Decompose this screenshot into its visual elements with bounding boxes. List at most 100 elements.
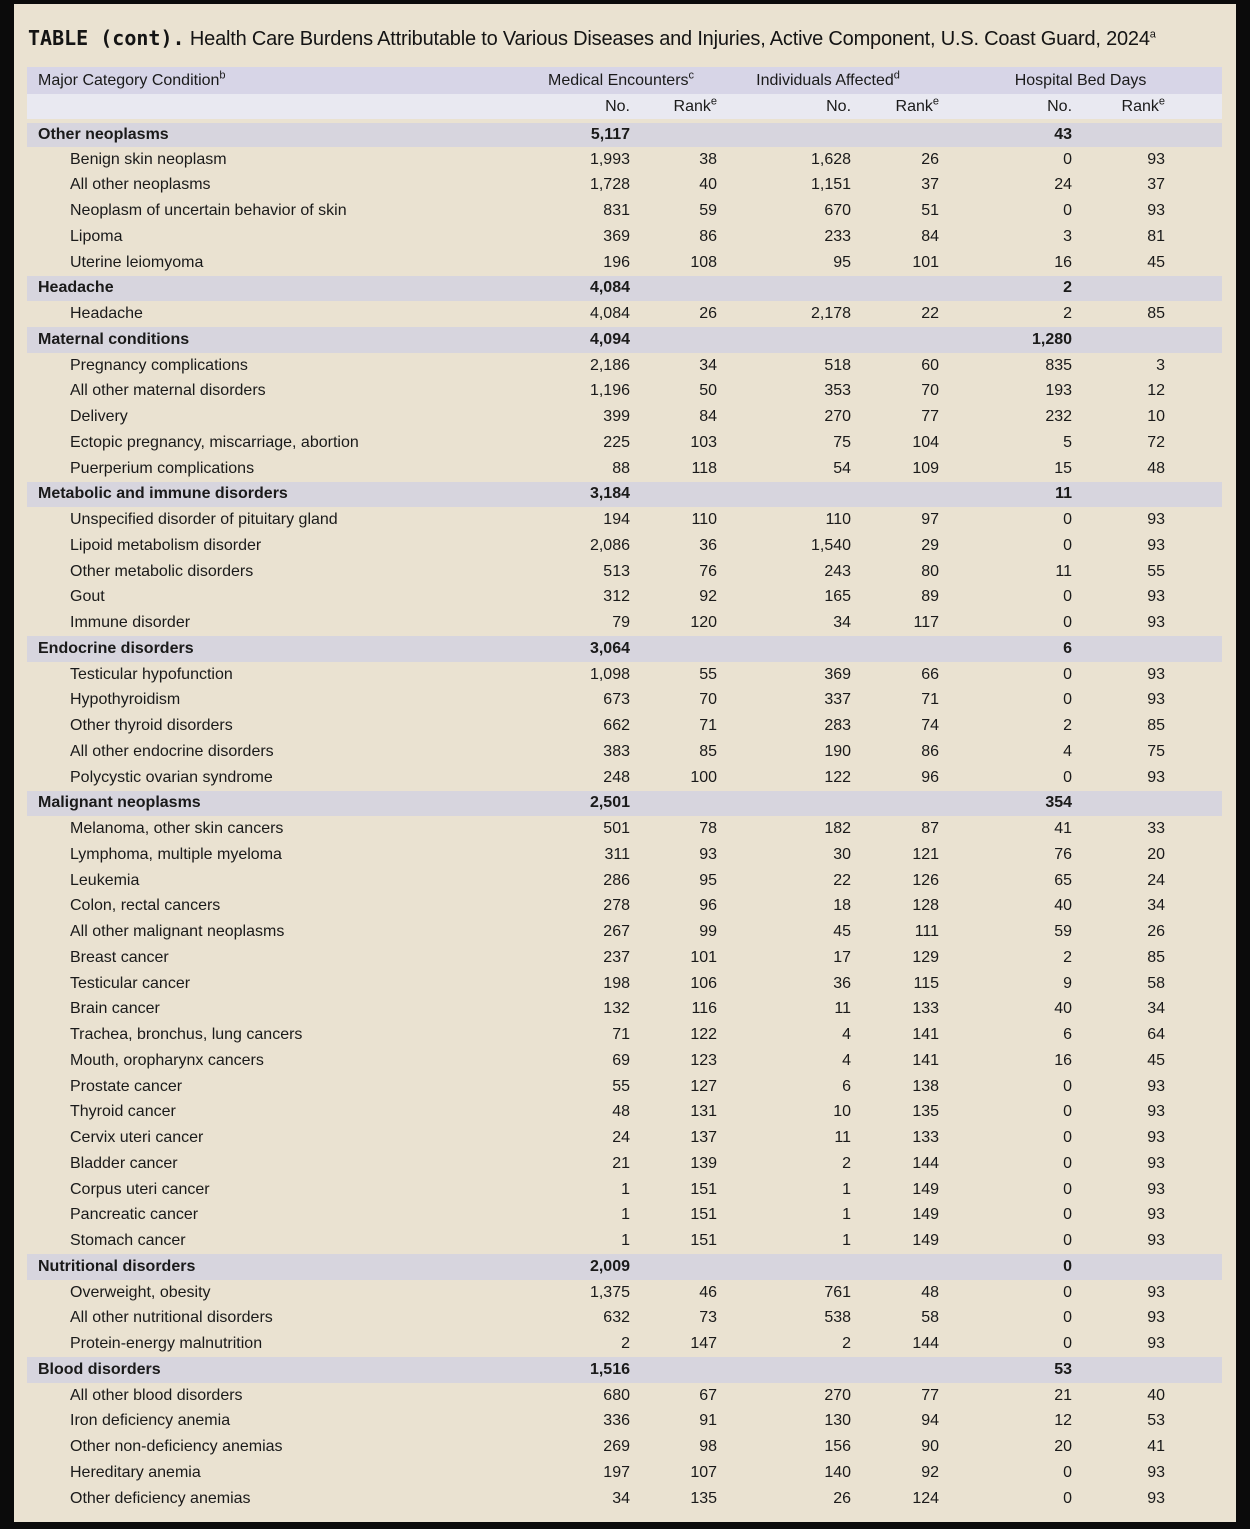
cell-me-no: 513 (603, 562, 630, 580)
cell-ia-rank: 86 (921, 742, 940, 760)
category-row: Blood disorders 1,516 53 (27, 1357, 1223, 1383)
cell-ia-no: 182 (824, 820, 852, 838)
cell-me-rank: 123 (690, 1051, 718, 1069)
cell-hbd-rank: 93 (1147, 1283, 1166, 1301)
cell-me-no: 399 (603, 408, 630, 426)
cell-me-rank: 106 (690, 974, 718, 992)
cell-hbd-no: 41 (1054, 820, 1073, 838)
cell-hbd-rank: 93 (1147, 614, 1166, 632)
cell-hbd-no: 5 (1063, 433, 1073, 451)
cell-ia-rank: 117 (913, 614, 940, 632)
cell-ia-no: 45 (833, 923, 852, 941)
condition-condition: Delivery (70, 408, 128, 426)
cell-hbd-rank: 93 (1147, 588, 1166, 606)
cell-hbd-rank: 75 (1147, 742, 1166, 760)
condition-row: Corpus uteri cancer 1 151 1 149 0 93 (27, 1177, 1222, 1203)
condition-row: Colon, rectal cancers 278 96 18 128 40 34 (27, 894, 1222, 920)
condition-row: Neoplasm of uncertain behavior of skin 83… (27, 198, 1222, 224)
cell-ia-no: 30 (833, 845, 852, 863)
cell-ia-no: 518 (824, 356, 852, 374)
cell-hbd-rank: 34 (1147, 1000, 1166, 1018)
cell-hbd-no: 0 (1063, 1463, 1073, 1481)
cell-hbd-rank (1072, 327, 1165, 353)
column-header-condition: Major Category Conditionb (27, 67, 525, 94)
cell-me-no: 369 (603, 227, 630, 245)
condition-condition: Cervix uteri cancer (70, 1129, 204, 1147)
table-title-superscript: a (1149, 28, 1156, 41)
cell-me-rank (630, 121, 717, 147)
condition-row: Cervix uteri cancer 24 137 11 133 0 93 (27, 1125, 1222, 1151)
health-burden-table: Major Category Conditionb Medical Encoun… (27, 67, 1223, 1512)
cell-hbd-rank: 33 (1147, 820, 1166, 838)
cell-spacer (1165, 379, 1222, 405)
cell-me-no: 312 (603, 588, 630, 606)
cell-ia-rank: 58 (921, 1309, 940, 1327)
cell-spacer (1165, 816, 1222, 842)
subheader-condition-empty (27, 94, 525, 123)
cell-hbd-rank: 81 (1147, 227, 1166, 245)
cell-spacer (1165, 1409, 1222, 1435)
cell-me-no: 24 (612, 1129, 630, 1147)
cell-hbd-rank: 26 (1147, 923, 1166, 941)
condition-condition: Headache (70, 305, 143, 323)
cell-me-rank: 36 (699, 536, 718, 554)
cell-me-rank: 118 (691, 459, 718, 477)
condition-condition: Lymphoma, multiple myeloma (70, 845, 282, 863)
cell-spacer (1165, 585, 1222, 611)
cell-ia-no: 670 (824, 202, 852, 220)
condition-condition: Pancreatic cancer (70, 1206, 199, 1224)
cell-ia-no: 22 (833, 871, 852, 889)
cell-me-rank: 120 (690, 614, 718, 632)
table-title-label: TABLE (cont). (28, 26, 185, 50)
subheader-hbd-rank-label: Rank (1121, 97, 1159, 115)
column-group-individuals-affected-superscript: d (893, 69, 900, 82)
category-row: Headache 4,084 2 (27, 275, 1223, 302)
cell-ia-rank: 129 (912, 948, 940, 966)
cell-ia-rank: 77 (921, 408, 940, 426)
cell-ia-rank (851, 482, 939, 508)
cell-me-rank: 107 (690, 1463, 718, 1481)
condition-row: Trachea, bronchus, lung cancers 71 122 4 141… (27, 1022, 1222, 1048)
condition-condition: Mouth, oropharynx cancers (70, 1051, 264, 1069)
cell-me-no: 69 (612, 1051, 630, 1069)
cell-hbd-no: 11 (1055, 562, 1073, 580)
cell-hbd-rank (1072, 791, 1165, 817)
cell-hbd-rank: 12 (1147, 382, 1166, 400)
cell-ia-rank: 84 (921, 227, 940, 245)
cell-spacer (1165, 276, 1222, 302)
cell-hbd-rank: 93 (1147, 1206, 1166, 1224)
cell-hbd-rank: 45 (1147, 1051, 1166, 1069)
condition-row: All other blood disorders 680 67 270 77 21 40 (27, 1383, 1222, 1409)
cell-ia-rank: 89 (921, 588, 940, 606)
cell-me-no: 383 (603, 742, 630, 760)
cell-me-no: 662 (603, 717, 630, 735)
cell-ia-no: 11 (834, 1129, 852, 1147)
condition-condition: Other metabolic disorders (70, 562, 254, 580)
condition-condition: Iron deficiency anemia (70, 1412, 231, 1430)
cell-ia-rank (851, 327, 939, 353)
cell-ia-rank: 135 (912, 1103, 940, 1121)
cell-me-rank (630, 1357, 717, 1383)
condition-condition: Trachea, bronchus, lung cancers (70, 1026, 303, 1044)
condition-condition: Other non-deficiency anemias (70, 1438, 283, 1456)
cell-me-rank: 34 (699, 356, 718, 374)
cell-ia-no: 110 (825, 511, 852, 529)
cell-ia-rank: 124 (912, 1489, 940, 1507)
cell-spacer (1165, 121, 1222, 147)
cell-me-no: 336 (603, 1412, 630, 1430)
condition-condition: Puerperium complications (70, 459, 255, 477)
cell-hbd-no: 0 (1063, 1257, 1073, 1275)
cell-hbd-no: 0 (1063, 1335, 1073, 1353)
cell-me-rank: 86 (699, 227, 718, 245)
cell-ia-rank: 26 (921, 150, 940, 168)
cell-me-no: 5,117 (590, 125, 630, 143)
cell-me-rank (630, 327, 717, 353)
cell-hbd-no: 0 (1063, 768, 1073, 786)
cell-hbd-no: 11 (1055, 485, 1073, 503)
cell-ia-no: 122 (824, 768, 852, 786)
condition-row: Lipoma 369 86 233 84 3 81 (27, 224, 1222, 250)
cell-hbd-rank: 72 (1147, 433, 1166, 451)
cell-spacer (1165, 1331, 1222, 1357)
cell-ia-no (717, 636, 851, 662)
cell-ia-no: 761 (824, 1283, 852, 1301)
